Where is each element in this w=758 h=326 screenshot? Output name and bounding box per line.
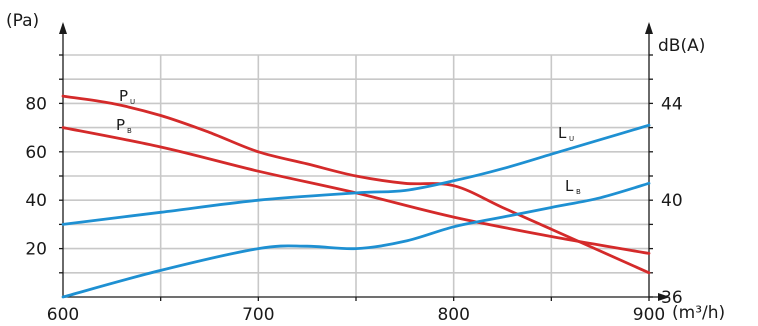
x-axis-label: (m³/h) (672, 303, 725, 323)
y-right-tick-label: 44 (661, 94, 683, 114)
y-axis-right-arrow (645, 22, 653, 34)
y-right-tick-label: 40 (661, 191, 683, 211)
tick-labels: 600 700 800 900 20 40 60 80 36 40 44 (25, 94, 682, 325)
x-tick-label: 600 (47, 305, 79, 325)
y-left-tick-label: 80 (25, 94, 47, 114)
x-tick-label: 900 (633, 305, 665, 325)
y-left-tick-label: 60 (25, 143, 47, 163)
y-axis-left-arrow (59, 22, 67, 34)
series-line-lu (61, 123, 651, 226)
y-axis-right-label: dB(A) (658, 36, 705, 56)
x-tick-label: 700 (242, 305, 274, 325)
series-label-letter: P (116, 116, 125, 134)
y-left-tick-label: 20 (25, 240, 47, 260)
axes (59, 22, 670, 301)
series-labels: P UP B L UL B (116, 87, 581, 196)
series-label-subscript: B (127, 127, 132, 135)
series-label-subscript: B (576, 188, 581, 196)
series-lines (61, 94, 651, 299)
series-label-subscript: U (569, 135, 574, 143)
y-axis-left-label: (Pa) (6, 11, 39, 31)
y-left-tick-label: 40 (25, 191, 47, 211)
x-tick-label: 800 (437, 305, 469, 325)
series-label-subscript: U (130, 98, 135, 106)
y-right-tick-label: 36 (661, 288, 683, 308)
series-label-letter: P (119, 87, 128, 105)
series-label-letter: L (558, 124, 567, 142)
gridlines (63, 54, 649, 297)
series-label-letter: L (565, 177, 574, 195)
series-line-pu (61, 94, 651, 275)
series-line-lb (61, 181, 651, 299)
x-axis-arrow (658, 293, 670, 301)
